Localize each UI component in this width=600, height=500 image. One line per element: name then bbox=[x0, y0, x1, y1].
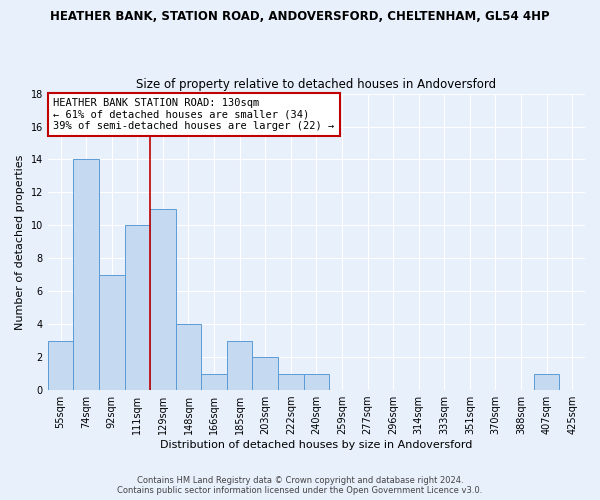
Bar bbox=[48, 340, 73, 390]
Bar bbox=[278, 374, 304, 390]
Bar bbox=[176, 324, 201, 390]
X-axis label: Distribution of detached houses by size in Andoversford: Distribution of detached houses by size … bbox=[160, 440, 473, 450]
Y-axis label: Number of detached properties: Number of detached properties bbox=[15, 154, 25, 330]
Bar bbox=[150, 209, 176, 390]
Text: Contains HM Land Registry data © Crown copyright and database right 2024.
Contai: Contains HM Land Registry data © Crown c… bbox=[118, 476, 482, 495]
Bar bbox=[227, 340, 253, 390]
Bar bbox=[304, 374, 329, 390]
Bar bbox=[534, 374, 559, 390]
Bar bbox=[73, 160, 99, 390]
Text: HEATHER BANK, STATION ROAD, ANDOVERSFORD, CHELTENHAM, GL54 4HP: HEATHER BANK, STATION ROAD, ANDOVERSFORD… bbox=[50, 10, 550, 23]
Title: Size of property relative to detached houses in Andoversford: Size of property relative to detached ho… bbox=[136, 78, 496, 91]
Text: HEATHER BANK STATION ROAD: 130sqm
← 61% of detached houses are smaller (34)
39% : HEATHER BANK STATION ROAD: 130sqm ← 61% … bbox=[53, 98, 334, 131]
Bar bbox=[253, 357, 278, 390]
Bar bbox=[201, 374, 227, 390]
Bar bbox=[99, 275, 125, 390]
Bar bbox=[125, 226, 150, 390]
